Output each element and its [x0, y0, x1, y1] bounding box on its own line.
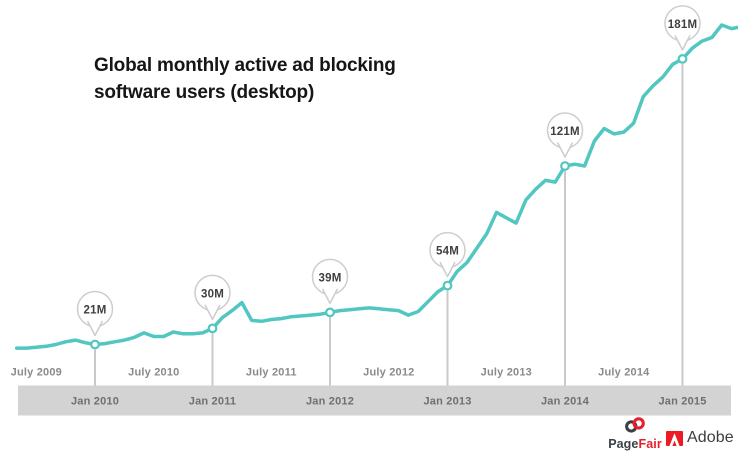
axis-label-july-2013: July 2013	[481, 367, 532, 379]
axis-label-jan-2014: Jan 2014	[541, 396, 590, 408]
adobe-icon	[666, 430, 683, 446]
adobe-logo: Adobe	[666, 429, 734, 447]
balloon-tail	[439, 261, 456, 278]
axis-label-jan-2012: Jan 2012	[306, 396, 354, 408]
balloon-label-54m: 54M	[436, 246, 459, 258]
chart-title-line2: software users (desktop)	[94, 82, 315, 103]
chart-title: Global monthly active ad blocking softwa…	[94, 52, 396, 106]
axis-label-jan-2013: Jan 2013	[423, 396, 471, 408]
data-point-54m	[442, 280, 453, 291]
balloon-tail	[204, 304, 221, 321]
axis-label-jan-2015: Jan 2015	[658, 396, 706, 408]
axis-label-july-2011: July 2011	[246, 367, 297, 379]
adobe-label: Adobe	[687, 429, 734, 446]
annotation-121m: 121M	[546, 112, 584, 171]
annotation-39m: 39M	[311, 258, 349, 318]
balloon-tail	[321, 288, 339, 305]
balloon-tail	[556, 142, 574, 158]
balloon-label-39m: 39M	[319, 272, 342, 284]
pagefair-wordmark: PageFair	[604, 438, 666, 451]
annotation-30m: 30M	[194, 274, 231, 334]
balloon-label-181m: 181M	[668, 19, 698, 31]
data-point-30m	[207, 323, 218, 334]
data-point-21m	[90, 339, 100, 350]
pagefair-text-page: Page	[608, 437, 639, 451]
axis-label-jan-2010: Jan 2010	[71, 396, 119, 408]
annotation-54m: 54M	[429, 231, 466, 291]
pagefair-logo: PageFair	[604, 417, 666, 451]
balloon-label-21m: 21M	[84, 305, 107, 317]
axis-label-july-2010: July 2010	[128, 367, 179, 379]
balloon-tail	[86, 320, 104, 337]
pagefair-text-fair: Fair	[638, 437, 662, 451]
data-point-121m	[560, 161, 570, 171]
annotation-181m: 181M	[664, 5, 701, 64]
balloon-label-30m: 30M	[201, 288, 224, 300]
axis-label-july-2012: July 2012	[363, 367, 414, 379]
data-point-39m	[325, 307, 335, 318]
balloon-label-121m: 121M	[550, 126, 580, 138]
data-point-181m	[677, 54, 688, 64]
pagefair-icon	[625, 417, 645, 433]
axis-label-july-2009: July 2009	[11, 367, 62, 379]
trend-line	[14, 23, 738, 350]
axis-label-jan-2011: Jan 2011	[189, 396, 236, 408]
x-axis-band	[18, 385, 731, 416]
annotation-21m: 21M	[76, 290, 114, 350]
balloon-tail	[674, 35, 691, 51]
chart-title-line1: Global monthly active ad blocking	[94, 55, 396, 76]
axis-label-july-2014: July 2014	[598, 367, 650, 379]
